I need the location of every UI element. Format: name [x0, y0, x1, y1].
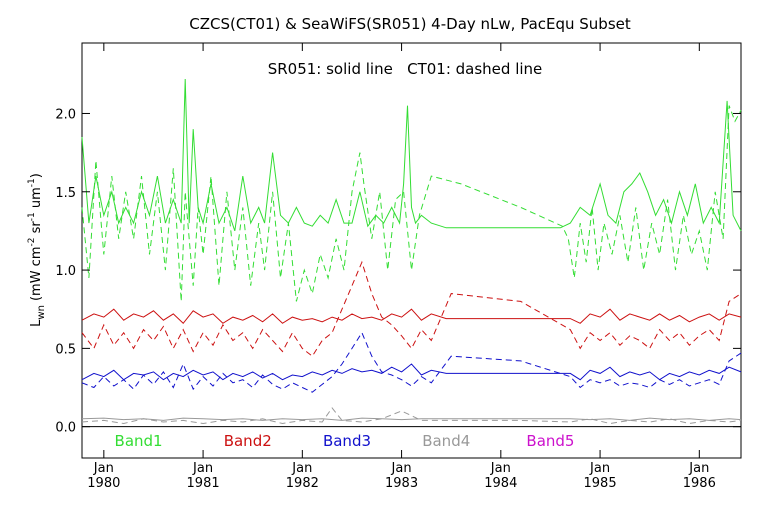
x-tick-month: Jan: [490, 461, 511, 476]
y-label-sup: -2: [27, 238, 37, 247]
y-label-units-tail2: um: [29, 187, 44, 212]
legend-label-band1: Band1: [115, 432, 163, 450]
svg-text:Lwn(mW cm-2 sr-1 um-1): Lwn(mW cm-2 sr-1 um-1): [27, 173, 47, 327]
x-tick-year: 1984: [484, 476, 517, 491]
y-label-units: (mW cm: [29, 247, 44, 302]
y-tick-label: 2.0: [55, 107, 76, 122]
y-tick-label: 1.5: [55, 186, 76, 201]
series-line-band1-solid: [81, 78, 742, 232]
y-tick-label: 0.5: [55, 342, 76, 357]
legend-label-band5: Band5: [526, 432, 574, 450]
x-tick-year: 1981: [187, 476, 220, 491]
x-tick-month: Jan: [688, 461, 709, 476]
series-line-band2-solid: [81, 308, 742, 325]
x-tick-month: Jan: [391, 461, 412, 476]
series-line-band4-solid: [81, 417, 742, 421]
y-label-sup3: -1: [27, 178, 37, 187]
y-tick-label: 1.0: [55, 264, 76, 279]
x-tick-year: 1985: [584, 476, 617, 491]
chart-annotation: SR051: solid line CT01: dashed line: [268, 60, 543, 78]
chart-title: CZCS(CT01) & SeaWiFS(SR051) 4-Day nLw, P…: [189, 15, 631, 33]
plot-frame: [81, 42, 742, 459]
y-axis-label: Lwn(mW cm-2 sr-1 um-1): [27, 173, 47, 327]
x-tick-year: 1983: [385, 476, 418, 491]
x-tick-year: 1980: [87, 476, 120, 491]
y-label-close: ): [29, 173, 44, 178]
x-tick-year: 1986: [683, 476, 716, 491]
y-label-units-tail: sr: [29, 221, 44, 238]
x-tick-month: Jan: [93, 461, 114, 476]
x-tick-month: Jan: [589, 461, 610, 476]
y-label-main: L: [29, 319, 44, 327]
legend-label-band4: Band4: [422, 432, 470, 450]
series-line-band4-dashed: [81, 407, 742, 425]
legend-label-band3: Band3: [323, 432, 371, 450]
series-line-band2-dashed: [81, 260, 742, 357]
series-line-band3-dashed: [81, 331, 742, 393]
y-label-sup2: -1: [27, 212, 37, 221]
x-tick-month: Jan: [291, 461, 312, 476]
y-tick-label: 0.0: [55, 421, 76, 436]
series-line-band3-solid: [81, 363, 742, 381]
y-label-sub: wn: [36, 305, 47, 320]
x-tick-year: 1982: [286, 476, 319, 491]
legend-label-band2: Band2: [224, 432, 272, 450]
series-line-band1-dashed: [81, 105, 742, 302]
x-tick-month: Jan: [192, 461, 213, 476]
